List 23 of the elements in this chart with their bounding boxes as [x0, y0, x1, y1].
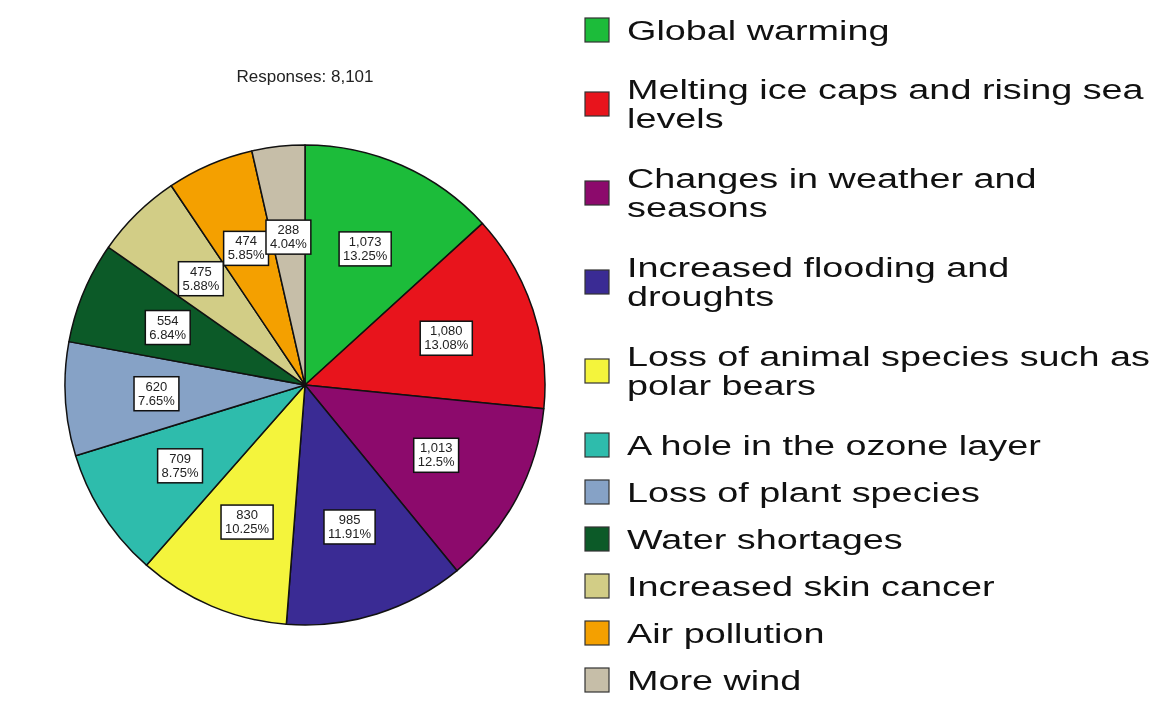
- legend-label: More wind: [627, 664, 802, 696]
- legend-label: Water shortages: [627, 523, 903, 555]
- data-label: 1,080 13.08%: [424, 323, 469, 353]
- data-label: 475 5.88%: [182, 263, 220, 293]
- data-label: 1,073 13.25%: [343, 233, 388, 263]
- legend-label: Increased flooding and droughts: [627, 251, 1010, 313]
- data-label: 709 8.75%: [161, 450, 199, 480]
- text: Responses: 8,101: [236, 67, 374, 86]
- data-label: 474 5.85%: [227, 233, 265, 263]
- legend-label: Air pollution: [627, 617, 825, 649]
- data-label: 554 6.84%: [149, 312, 187, 342]
- legend-label: Changes in weather and seasons: [627, 162, 1037, 224]
- legend-label: A hole in the ozone layer: [627, 429, 1041, 461]
- data-label: 830 10.25%: [225, 507, 270, 537]
- data-label: 1,013 12.5%: [417, 440, 456, 470]
- legend-label: Loss of animal species such as polar bears: [627, 340, 1150, 402]
- data-label: 985 11.91%: [327, 511, 372, 541]
- legend-label: Global warming: [627, 14, 890, 46]
- data-label: 620 7.65%: [138, 378, 176, 408]
- legend-label: Melting ice caps and rising sea levels: [627, 73, 1145, 135]
- data-label: 288 4.04%: [269, 222, 308, 252]
- legend-label: Increased skin cancer: [627, 570, 995, 602]
- legend-label: Loss of plant species: [627, 476, 980, 508]
